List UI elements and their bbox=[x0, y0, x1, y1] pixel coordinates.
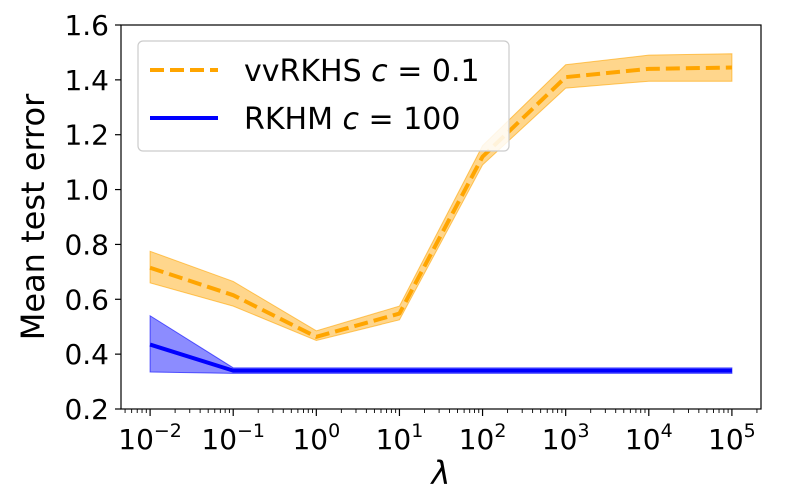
band-vvrkhs bbox=[149, 53, 733, 341]
axes: 0.20.40.60.81.01.21.41.610−2 10−1 100 101 10… bbox=[14, 9, 762, 492]
legend-param-var: c bbox=[343, 102, 360, 137]
x-tick-base: 10 bbox=[376, 423, 412, 456]
x-tick-label: 105 bbox=[708, 420, 756, 456]
legend: vvRKHS c = 0.1 RKHM c = 100 bbox=[137, 40, 510, 152]
x-tick-label: 10−1 bbox=[201, 420, 265, 456]
x-tick-base: 10 bbox=[542, 423, 578, 456]
y-tick-label: 0.8 bbox=[64, 228, 109, 261]
x-tick-label: 103 bbox=[542, 420, 590, 456]
legend-param-value: = 100 bbox=[359, 102, 460, 137]
legend-label-rkhm: RKHM c = 100 bbox=[244, 102, 460, 137]
y-tick-label: 0.6 bbox=[64, 283, 109, 316]
x-tick-exponent: 5 bbox=[744, 420, 756, 442]
legend-box bbox=[137, 40, 510, 152]
line-vvrkhs bbox=[149, 65, 732, 339]
legend-label-vvrkhs: vvRKHS c = 0.1 bbox=[244, 54, 480, 89]
line-rkhm bbox=[149, 342, 732, 373]
x-tick-exponent: −2 bbox=[154, 420, 182, 442]
legend-param-var: c bbox=[371, 54, 388, 89]
confidence-bands bbox=[149, 53, 733, 374]
legend-series-name: vvRKHS bbox=[244, 54, 371, 89]
x-tick-base: 10 bbox=[118, 423, 154, 456]
legend-param-value: = 0.1 bbox=[388, 54, 480, 89]
x-tick-label: 102 bbox=[459, 420, 507, 456]
x-tick-exponent: 2 bbox=[494, 420, 506, 442]
x-tick-base: 10 bbox=[625, 423, 661, 456]
x-tick-exponent: 4 bbox=[661, 420, 673, 442]
y-tick-label: 1.2 bbox=[64, 119, 109, 152]
x-tick-label: 100 bbox=[292, 420, 340, 456]
legend-series-name: RKHM bbox=[244, 102, 343, 137]
y-tick-label: 1.4 bbox=[64, 64, 109, 97]
x-tick-base: 10 bbox=[459, 423, 495, 456]
plot-frame bbox=[120, 24, 762, 410]
x-tick-label: 10−2 bbox=[118, 420, 182, 456]
y-tick-label: 1.6 bbox=[64, 9, 109, 42]
y-tick-label: 0.4 bbox=[64, 338, 109, 371]
y-tick-label: 0.2 bbox=[64, 393, 109, 426]
x-tick-label: 104 bbox=[625, 420, 673, 456]
x-tick-exponent: 0 bbox=[328, 420, 340, 442]
band-rkhm bbox=[149, 314, 733, 374]
x-tick-exponent: −1 bbox=[237, 420, 265, 442]
series-lines bbox=[149, 65, 733, 373]
x-tick-base: 10 bbox=[201, 423, 237, 456]
x-tick-base: 10 bbox=[292, 423, 328, 456]
y-axis-title: Mean test error bbox=[14, 93, 52, 340]
x-tick-exponent: 3 bbox=[577, 420, 589, 442]
x-tick-exponent: 1 bbox=[411, 420, 423, 442]
x-tick-base: 10 bbox=[708, 423, 744, 456]
y-tick-label: 1.0 bbox=[64, 174, 109, 207]
x-tick-label: 101 bbox=[376, 420, 424, 456]
x-axis-title: λ bbox=[430, 454, 451, 492]
